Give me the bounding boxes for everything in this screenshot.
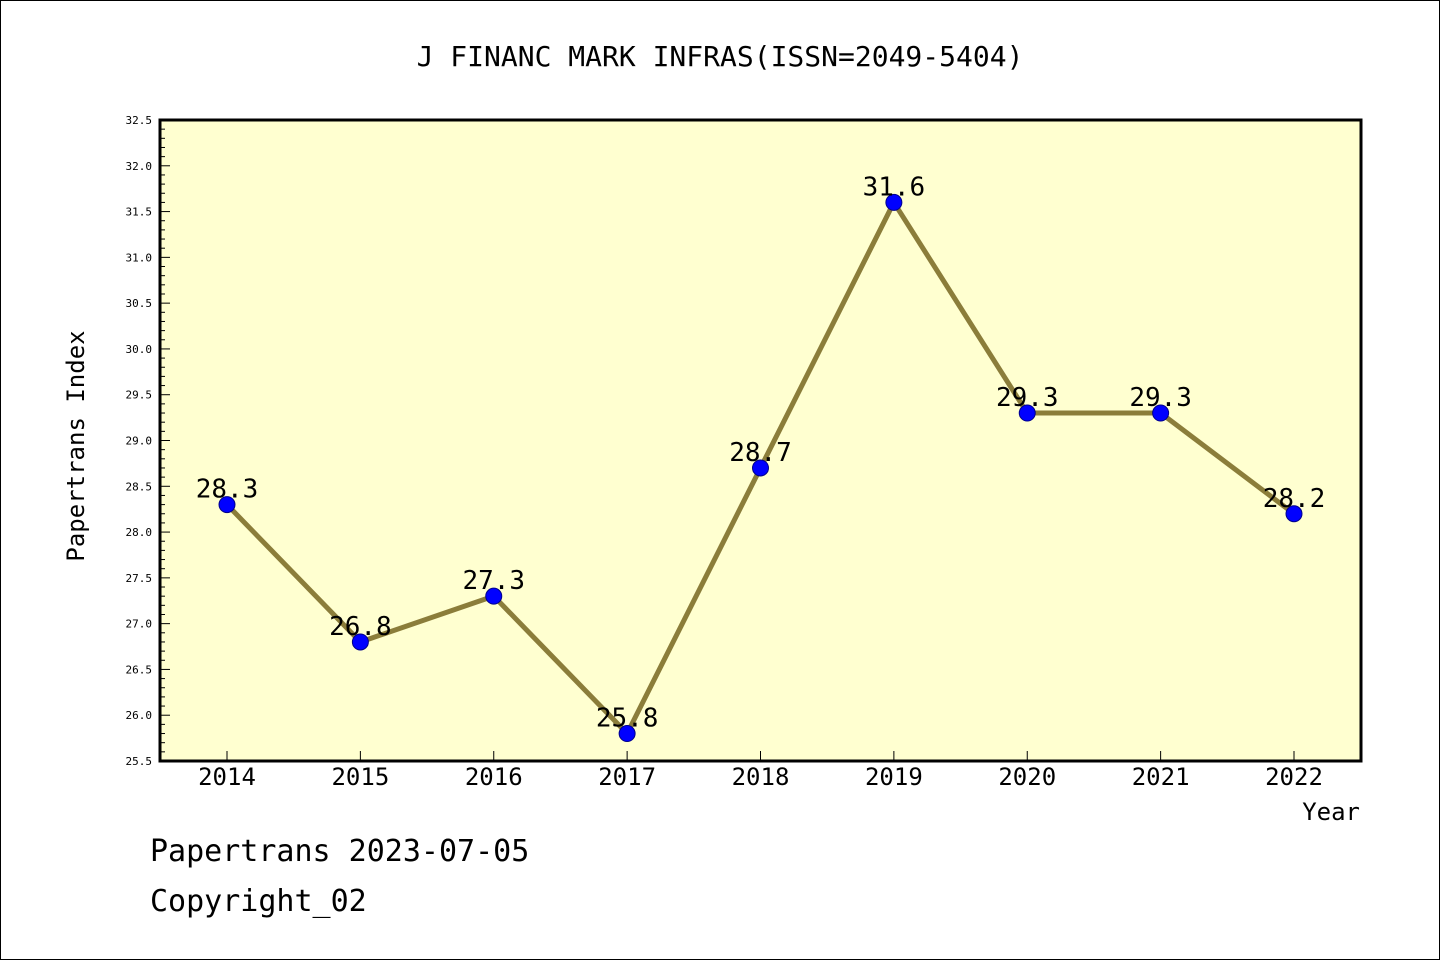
y-tick-label: 31.0 [126, 251, 153, 264]
y-axis-label: Papertrans Index [62, 330, 90, 561]
plot-border [158, 118, 1363, 763]
data-label: 28.2 [1263, 484, 1326, 514]
data-point [218, 496, 236, 514]
data-label: 28.7 [729, 438, 792, 468]
data-label: 26.8 [329, 612, 392, 642]
y-tick-label: 27.5 [126, 572, 153, 585]
y-tick-label: 26.0 [126, 709, 153, 722]
x-tick-label: 2020 [998, 763, 1056, 791]
x-tick-label: 2021 [1132, 763, 1190, 791]
y-axis: 25.5 26.0 26.5 27.0 27.5 28.0 28.5 29.0 29.5 30.0… [126, 114, 170, 768]
x-tick-label: 2017 [598, 763, 656, 791]
data-point [752, 459, 769, 477]
data-label: 31.6 [863, 172, 926, 202]
data-label: 29.3 [1129, 383, 1192, 413]
y-tick-label: 28.0 [126, 526, 153, 539]
chart-title: J FINANC MARK INFRAS(ISSN=2049-5404) [417, 40, 1024, 73]
y-tick-label: 29.5 [126, 389, 153, 402]
y-tick-label: 31.5 [126, 206, 153, 219]
data-point [1152, 404, 1170, 422]
x-tick-label: 2022 [1265, 763, 1323, 791]
data-point [485, 587, 503, 605]
x-tick-label: 2014 [198, 763, 256, 791]
y-tick-label: 32.0 [126, 160, 153, 173]
y-tick-label: 30.5 [126, 297, 153, 310]
y-tick-label: 26.5 [126, 663, 153, 676]
y-tick-label: 25.5 [126, 755, 153, 768]
data-point [618, 725, 636, 743]
y-tick-label: 29.0 [126, 435, 153, 448]
y-tick-label: 30.0 [126, 343, 153, 356]
plot-area [160, 120, 1361, 761]
data-label: 25.8 [596, 704, 659, 734]
x-axis: 2014 2015 2016 2017 2018 2019 2020 2021 2022 [198, 751, 1323, 791]
data-point [1285, 505, 1303, 523]
x-tick-label: 2018 [732, 763, 790, 791]
x-tick-label: 2015 [331, 763, 389, 791]
y-tick-label: 32.5 [126, 114, 153, 127]
y-tick-label: 27.0 [126, 618, 153, 631]
data-label: 29.3 [996, 383, 1059, 413]
y-tick-label: 28.5 [126, 480, 153, 493]
data-markers [218, 193, 1303, 743]
x-axis-label: Year [1302, 798, 1360, 826]
data-label: 28.3 [196, 475, 259, 505]
footer-date: Papertrans 2023-07-05 [150, 834, 530, 869]
data-point [351, 633, 369, 651]
x-tick-label: 2016 [465, 763, 523, 791]
data-point [885, 193, 903, 211]
data-labels: 28.3 26.8 27.3 25.8 28.7 31.6 29.3 29.3 28.2 [196, 172, 1326, 733]
data-label: 27.3 [462, 566, 525, 596]
footer-copyright: Copyright_02 [150, 884, 367, 919]
data-point [1018, 404, 1036, 422]
x-tick-label: 2019 [865, 763, 923, 791]
